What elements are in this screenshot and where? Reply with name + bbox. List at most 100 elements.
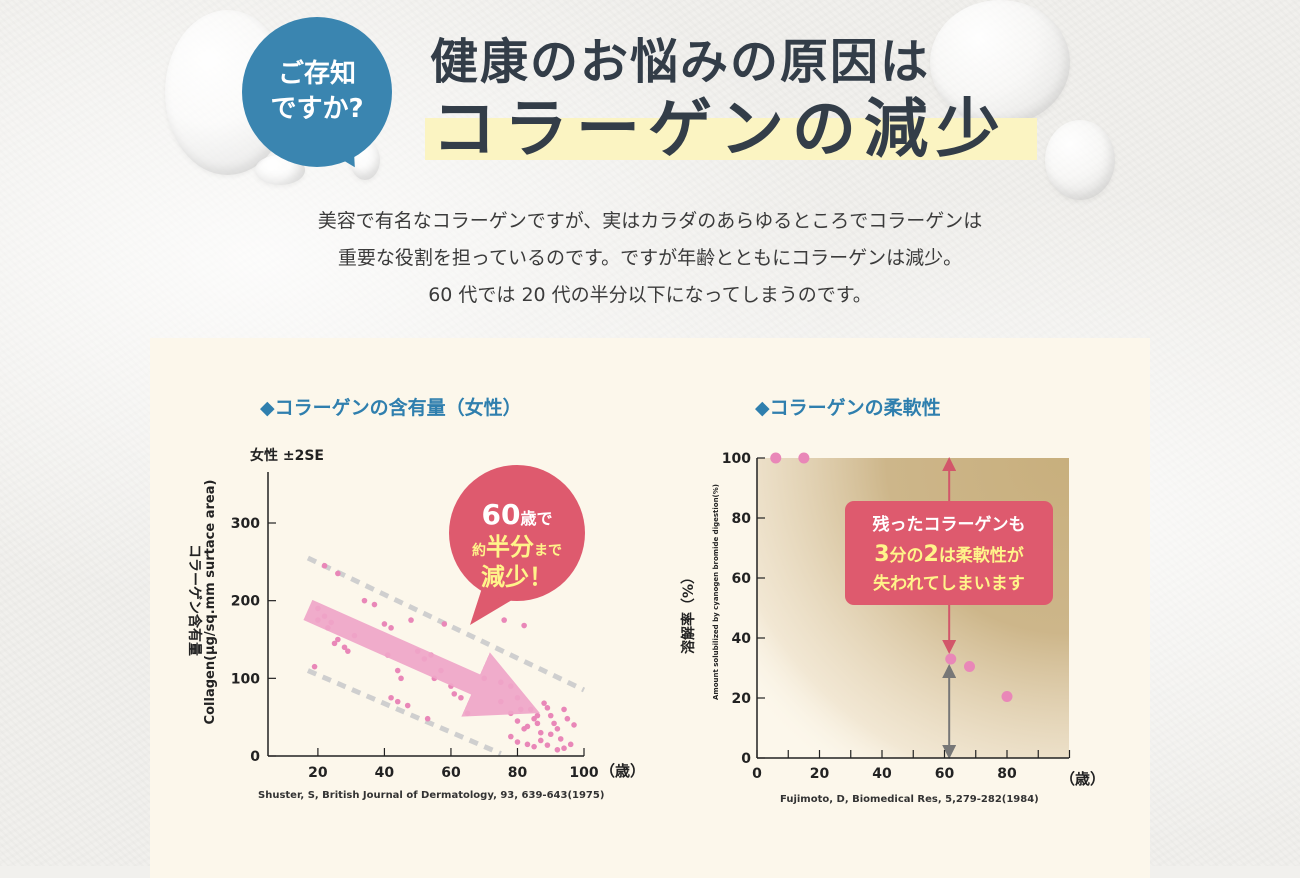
chart2-axes: 0 20 40 60 80 0 20 40 60 80 100 [722, 451, 1071, 782]
headline-highlight [425, 118, 1037, 160]
data-point [381, 621, 388, 627]
chart2-callout-line1: 残ったコラーゲンも [873, 514, 1026, 535]
data-point [501, 617, 507, 623]
data-point [547, 712, 554, 719]
chart2-ylabel-en: Amount solubilized by cyanogen bromide d… [712, 484, 720, 700]
data-point [557, 736, 564, 742]
x-tick-label: 20 [810, 766, 830, 782]
chart2-title: ◆コラーゲンの柔軟性 [755, 397, 941, 419]
x-tick-label: 100 [569, 765, 598, 781]
y-tick-label: 20 [732, 691, 752, 707]
data-point [541, 700, 547, 706]
data-point [508, 733, 514, 740]
data-point [514, 739, 521, 745]
data-point [451, 691, 458, 697]
data-point [371, 601, 378, 608]
data-point [551, 720, 557, 727]
data-point [571, 722, 577, 728]
water-drop [1045, 120, 1115, 200]
data-point [521, 622, 527, 629]
data-point [311, 663, 318, 670]
chart1-source: Shuster, S, British Journal of Dermatolo… [258, 790, 604, 801]
y-tick-label: 40 [732, 631, 752, 647]
chart1-ylabel-en: Collagen(µg/sq.mm surtace area) [203, 480, 218, 725]
data-point [335, 636, 341, 643]
chart1-subtitle: 女性 ±2SE [250, 447, 324, 464]
chart2-points [770, 452, 1013, 702]
chart1-x-unit: （歳） [600, 762, 645, 780]
y-tick-label: 100 [231, 671, 260, 687]
did-you-know-badge: ご存知 ですか? [242, 17, 392, 167]
x-tick-label: 0 [752, 766, 762, 782]
data-point [441, 621, 448, 627]
chart2-ylabel: 溶解率（%） [680, 570, 697, 654]
data-point [394, 667, 401, 674]
data-point [964, 661, 975, 672]
data-point [335, 570, 341, 577]
intro-text: 美容で有名なコラーゲンですが、実はカラダのあらゆるところでコラーゲンは 重要な役… [150, 203, 1150, 314]
chart1-title: ◆コラーゲンの含有量（女性） [260, 397, 522, 419]
chart2-callout-line2: 3分の2は柔軟性が [874, 542, 1024, 567]
intro-line: 重要な役割を担っているのです。ですが年齢とともにコラーゲンは減少。 [337, 247, 963, 269]
se-upper-line [306, 555, 586, 693]
se-lower-line [306, 668, 502, 756]
chart2-source: Fujimoto, D, Biomedical Res, 5,279-282(1… [780, 794, 1039, 805]
y-tick-label: 80 [732, 511, 752, 527]
data-point [408, 617, 414, 623]
x-tick-label: 60 [441, 765, 461, 781]
data-point [345, 648, 351, 654]
data-point [331, 640, 338, 647]
data-point [1001, 691, 1013, 702]
data-point [544, 742, 551, 748]
data-point [527, 706, 534, 713]
intro-line: 60 代では 20 代の半分以下になってしまうのです。 [428, 284, 872, 306]
chart2-callout [845, 501, 1053, 605]
headline-line1: 健康のお悩みの原因は [430, 34, 931, 90]
chart1-callout [449, 465, 585, 601]
data-point [404, 702, 411, 709]
chart1-callout-line3: 減少！ [481, 563, 553, 591]
collagen-flexibility-chart: 溶解率（%） Amount solubilized by cyanogen br… [680, 451, 1100, 805]
data-point [534, 712, 541, 719]
x-tick-label: 40 [872, 766, 892, 782]
y-tick-label: 200 [231, 594, 260, 610]
chart1-axes: 20 40 60 80 100 0 100 200 300 [231, 472, 599, 781]
data-point [534, 720, 541, 727]
data-point [458, 694, 464, 701]
x-tick-label: 80 [997, 766, 1017, 782]
y-tick-label: 100 [722, 451, 751, 467]
data-point [945, 653, 957, 665]
data-point [321, 562, 328, 569]
data-point [561, 745, 567, 752]
chart1-callout-line2: 約半分まで [472, 533, 562, 561]
data-point [398, 675, 404, 682]
data-point [361, 597, 368, 604]
data-point [464, 710, 471, 717]
data-point [564, 715, 571, 722]
data-point [424, 715, 431, 722]
data-point [524, 723, 531, 730]
x-tick-label: 20 [308, 765, 328, 781]
headline-line2: コラーゲンの減少 [432, 92, 1008, 167]
y-tick-label: 0 [741, 751, 751, 767]
chart1-callout-line1: 60歳で [482, 498, 553, 531]
chart2-x-unit: （歳） [1060, 770, 1100, 788]
data-point [518, 706, 524, 713]
intro-line: 美容で有名なコラーゲンですが、実はカラダのあらゆるところでコラーゲンは [317, 210, 983, 232]
data-point [537, 737, 544, 744]
x-tick-label: 80 [508, 765, 528, 781]
water-drop [930, 0, 1070, 125]
badge-text: ご存知 ですか? [270, 58, 364, 124]
data-point [394, 698, 401, 705]
data-point [524, 741, 531, 748]
data-point [514, 718, 521, 724]
x-tick-label: 60 [935, 766, 955, 782]
data-point [561, 706, 567, 713]
data-point [508, 710, 514, 717]
data-point [531, 743, 537, 750]
data-point [388, 625, 394, 631]
chart1-trend-arrow [303, 599, 540, 717]
chart2-callout-line3: 失われてしまいます [873, 573, 1025, 594]
collagen-content-chart: 女性 ±2SE コラーゲン含有量 Collagen(µg/sq.mm surta… [186, 447, 645, 801]
data-point [567, 741, 574, 748]
